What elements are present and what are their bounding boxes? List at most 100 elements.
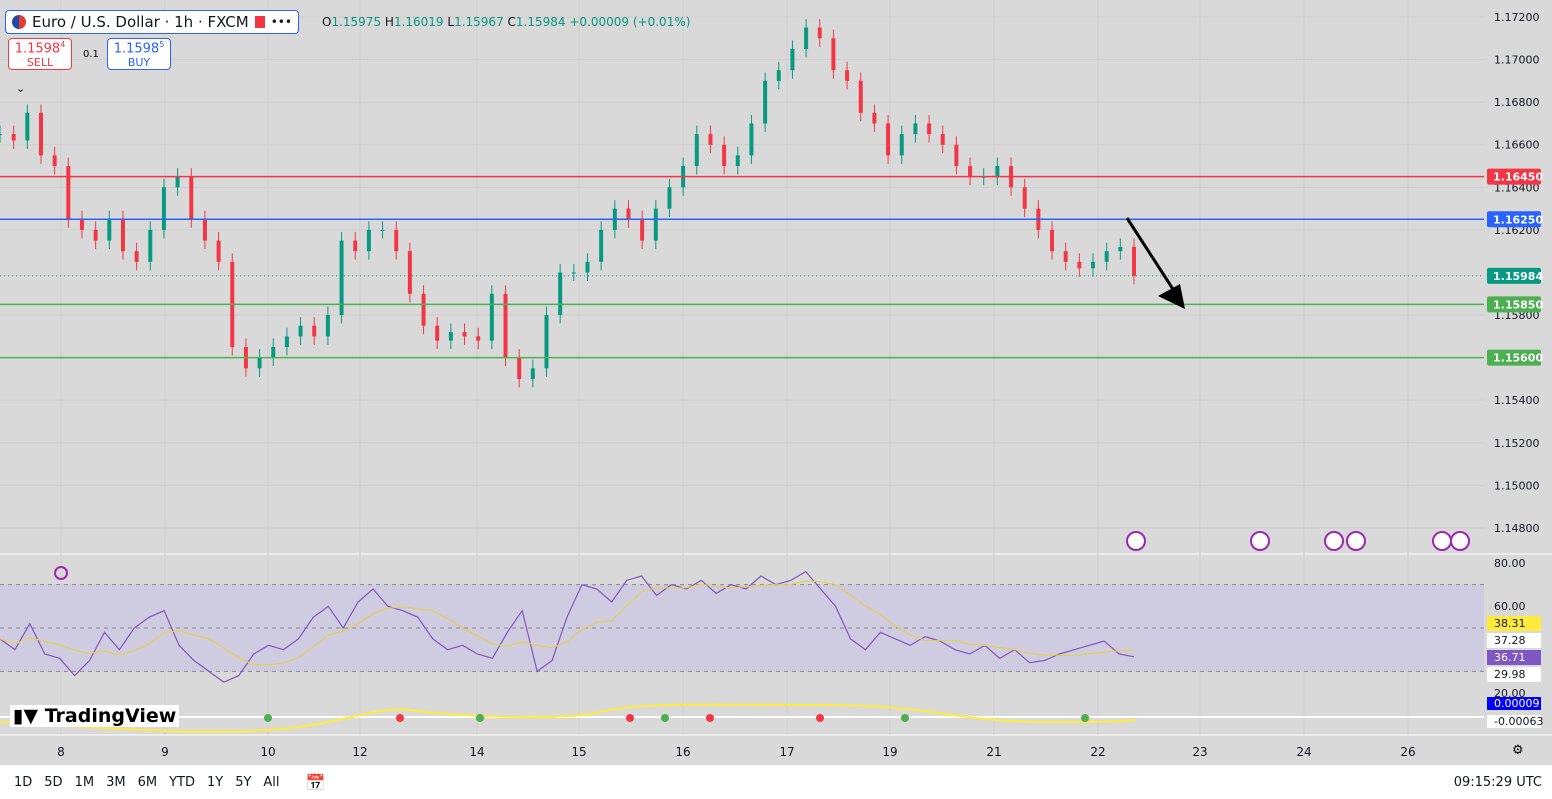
event-icon <box>1432 531 1452 551</box>
calendar-icon[interactable]: 📅 <box>305 772 326 792</box>
candle-body <box>189 176 194 220</box>
y-tick-label: 1.15000 <box>1494 479 1540 492</box>
range-button-ytd[interactable]: YTD <box>169 774 195 790</box>
level-label-bg <box>1487 267 1541 284</box>
cross-dot <box>1081 714 1089 722</box>
candle-body <box>216 240 221 262</box>
symbol-title[interactable]: Euro / U.S. Dollar · 1h · FXCM ••• <box>5 10 299 34</box>
rsi-value-label: 29.98 <box>1494 668 1526 681</box>
y-tick-label: 1.15200 <box>1494 437 1540 450</box>
candle-body <box>804 27 809 49</box>
candle-body <box>640 219 645 241</box>
candle-body <box>735 155 740 167</box>
price-chart[interactable]: 1.172001.170001.168001.166001.164001.162… <box>0 0 1552 765</box>
y-tick-label: 1.16800 <box>1494 96 1540 109</box>
candle-body <box>1118 246 1123 252</box>
arrow-head-icon <box>1158 284 1185 309</box>
candle-body <box>1063 251 1068 262</box>
range-button-1m[interactable]: 1M <box>74 774 95 790</box>
range-button-3m[interactable]: 3M <box>106 774 126 790</box>
more-icon[interactable]: ••• <box>270 15 292 29</box>
candle-body <box>954 144 959 167</box>
candle-body <box>749 123 754 156</box>
level-label: 1.16450 <box>1493 171 1543 184</box>
range-button-1y[interactable]: 1Y <box>206 774 224 790</box>
candle-body <box>339 240 344 316</box>
clock[interactable]: 09:15:29 UTC <box>1453 774 1542 790</box>
candle-body <box>175 176 180 188</box>
macd-value-label: 0.00009 <box>1494 697 1540 710</box>
candle-body <box>120 219 125 252</box>
x-tick-label: 8 <box>57 745 65 759</box>
event-icon <box>1450 531 1470 551</box>
candle-body <box>407 251 412 294</box>
candle-body <box>626 208 631 220</box>
chart-area[interactable]: 1.17200 1.17000 1.16800 1.16600 1.16400 1.162… <box>0 0 1552 765</box>
arrow-drawing <box>1125 217 1182 301</box>
sell-button[interactable]: 1.15984 SELL <box>8 38 72 70</box>
candle-body <box>858 80 863 113</box>
candle-body <box>776 70 781 81</box>
candle-body <box>107 219 112 241</box>
collapse-chevron-icon[interactable]: ⌄ <box>16 82 26 95</box>
range-button-5d[interactable]: 5D <box>44 774 63 790</box>
y-tick-label: 1.14800 <box>1494 522 1540 535</box>
level-label: 1.15850 <box>1493 298 1543 311</box>
candle-body <box>517 357 522 379</box>
x-tick-label: 14 <box>469 745 484 759</box>
candle-body <box>11 134 16 141</box>
y-tick-label: 1.16600 <box>1494 139 1540 152</box>
level-label-bg <box>1487 296 1541 313</box>
bottom-toolbar: 1D 5D 1M 3M 6M YTD 1Y 5Y All 📅 09:15:29 UTC <box>0 765 1552 799</box>
candle-body <box>886 123 891 156</box>
event-icon <box>1126 531 1146 551</box>
event-icon <box>1346 531 1366 551</box>
candle-body <box>1050 229 1055 252</box>
buy-button[interactable]: 1.15985 BUY <box>107 38 171 70</box>
candle-body <box>1091 261 1096 269</box>
candle-body <box>872 112 877 124</box>
rsi-tick-label: 80.00 <box>1494 557 1526 570</box>
candle-body <box>708 134 713 145</box>
candle-body <box>694 134 699 167</box>
candle-body <box>763 80 768 124</box>
macd-value-label: -0.00063 <box>1494 715 1543 728</box>
candle-body <box>913 123 918 135</box>
cross-dot <box>264 714 272 722</box>
candle-body <box>284 336 289 347</box>
rsi-label-bg <box>1487 616 1541 631</box>
range-button-1d[interactable]: 1D <box>14 774 33 790</box>
event-icon <box>1250 531 1270 551</box>
level-label: 1.15600 <box>1493 352 1543 365</box>
candle-body <box>1132 246 1136 276</box>
candle-body <box>476 336 481 341</box>
range-button-all[interactable]: All <box>263 774 280 790</box>
x-tick-label: 21 <box>986 745 1001 759</box>
candle-body <box>1104 251 1109 262</box>
candle-body <box>421 293 426 326</box>
candle-body <box>366 229 371 252</box>
candle-body <box>1077 261 1082 269</box>
level-label-bg <box>1487 349 1541 366</box>
rsi-tick-label: 20.00 <box>1494 687 1526 700</box>
macd-label-bg <box>1487 715 1541 728</box>
settings-icon: ⚙ <box>1512 743 1524 758</box>
rsi-band <box>0 584 1484 672</box>
flag-marker-icon[interactable] <box>254 16 265 28</box>
tradingview-logo: ▮▼ TradingView <box>10 705 180 727</box>
candle-body <box>148 229 153 262</box>
x-tick-label: 9 <box>161 745 169 759</box>
signal-line <box>0 703 1137 733</box>
range-button-6m[interactable]: 6M <box>137 774 158 790</box>
candle-body <box>653 208 658 241</box>
candle-body <box>202 219 207 241</box>
cross-dot <box>706 714 714 722</box>
candle-body <box>927 123 932 135</box>
symbol-name: Euro / U.S. Dollar · 1h · FXCM <box>32 13 249 31</box>
candle-body <box>790 48 795 71</box>
range-button-5y[interactable]: 5Y <box>235 774 252 790</box>
candle-body <box>899 134 904 156</box>
candle-body <box>667 187 672 209</box>
candle-body <box>257 357 262 369</box>
x-tick-label: 22 <box>1090 745 1105 759</box>
